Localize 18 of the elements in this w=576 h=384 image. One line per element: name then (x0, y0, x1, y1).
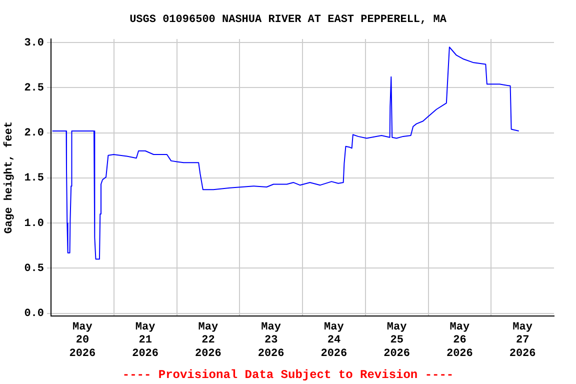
y-tick-label: 0.5 (24, 262, 44, 275)
chart-title: USGS 01096500 NASHUA RIVER AT EAST PEPPERELL, MA (130, 14, 447, 26)
y-axis-title: Gage height, feet (2, 121, 16, 234)
text: ---- Provisional Data Subject to Revision ---- (122, 368, 454, 382)
x-tick-label: May 25 2026 (384, 321, 410, 360)
y-tick-label: 0.0 (24, 308, 44, 320)
x-tick-label: May 22 2026 (194, 321, 222, 360)
x-tick-label: May 23 2026 (258, 321, 284, 360)
y-tick-label: 1.5 (24, 172, 44, 185)
y-tick-label: 2.5 (24, 82, 44, 94)
x-tick-label: May 26 2026 (446, 321, 473, 360)
y-tick-label: 2.0 (24, 128, 44, 140)
y-tick-label: 3.0 (24, 37, 44, 50)
x-tick-label: May 21 2026 (132, 321, 159, 360)
x-tick-label: May 20 2026 (69, 321, 96, 360)
x-tick-label: May 27 2026 (509, 321, 536, 360)
y-tick-label: 1.0 (24, 218, 44, 230)
x-tick-label: May 24 2026 (320, 321, 348, 360)
